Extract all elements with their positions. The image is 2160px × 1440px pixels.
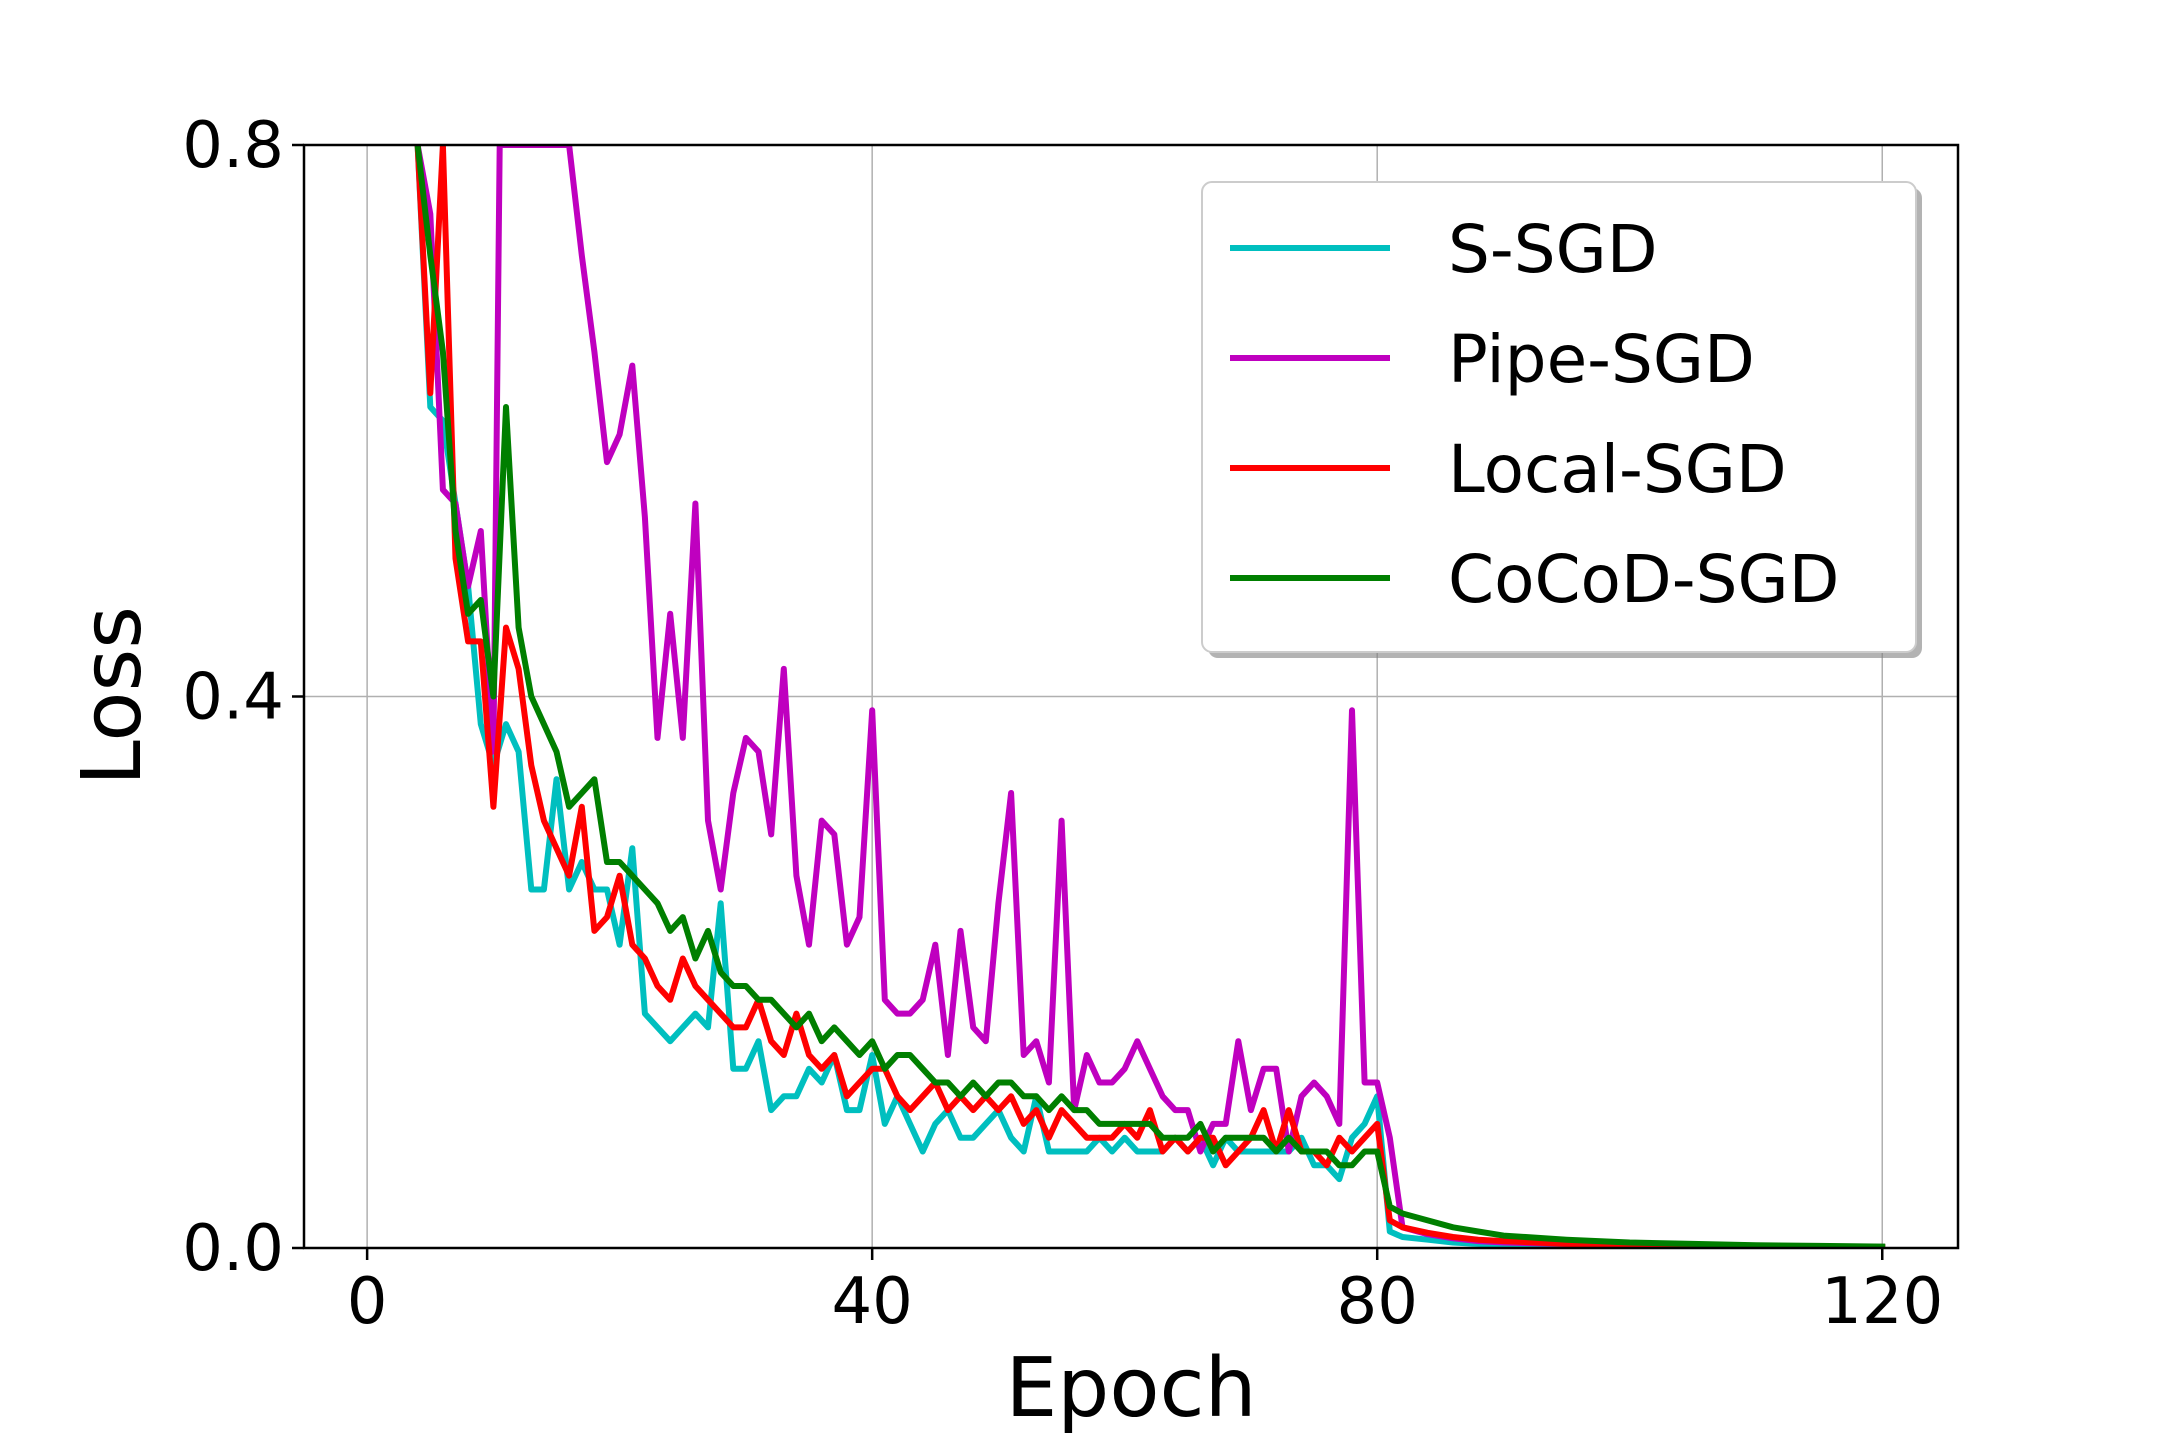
legend-box [1201, 181, 1917, 653]
legend-label-cocod-sgd: CoCoD-SGD [1448, 541, 1839, 618]
legend-label-s-sgd: S-SGD [1448, 211, 1658, 288]
series-line-pipe-sgd [414, 145, 1886, 1248]
y-tick-label: 0.8 [182, 109, 284, 183]
series-line-cocod-sgd [414, 145, 1886, 1248]
x-tick-label: 80 [1336, 1265, 1417, 1339]
x-tick-label: 40 [831, 1265, 912, 1339]
legend-label-pipe-sgd: Pipe-SGD [1448, 321, 1755, 398]
axis-ticks: 0 40 80 120 0.0 0.4 0.8 [182, 109, 1943, 1339]
x-axis-title: Epoch [1005, 1341, 1256, 1436]
legend: S-SGD Pipe-SGD Local-SGD CoCoD-SGD [1201, 181, 1922, 658]
series-line-local-sgd [414, 145, 1886, 1248]
series-layer [414, 145, 1886, 1248]
y-tick-label: 0.4 [182, 661, 284, 735]
y-tick-label: 0.0 [182, 1212, 284, 1286]
y-axis-title: Loss [65, 606, 160, 786]
x-tick-label: 0 [347, 1265, 388, 1339]
legend-label-local-sgd: Local-SGD [1448, 431, 1787, 508]
x-tick-label: 120 [1821, 1265, 1943, 1339]
